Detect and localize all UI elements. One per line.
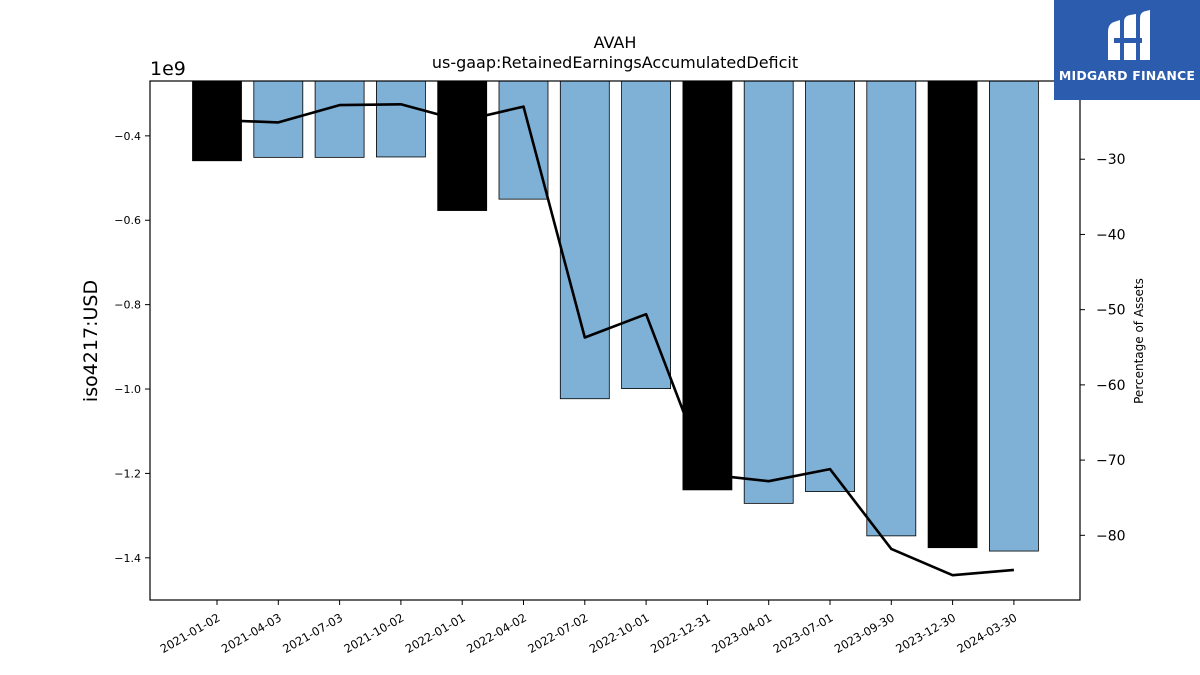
x-tick-label: 2021-10-02 [342,610,407,656]
plot-frame [149,80,1081,601]
x-tick-label: 2023-12-30 [893,610,958,656]
midgard-finance-logo: MIDGARD FINANCE [1054,0,1200,100]
bar-2023-12-30 [927,80,978,549]
x-tick-label: 2023-04-01 [709,610,774,656]
bar-2021-04-03 [253,80,304,158]
logo-text: MIDGARD FINANCE [1058,68,1196,83]
y-axis-label: iso4217:USD [80,280,102,402]
bar-2022-01-01 [437,80,488,211]
x-tick-label: 2022-10-01 [587,610,652,656]
chart-title: AVAH [594,33,637,52]
logo-mark-icon [1108,10,1150,60]
right-axis: −30 −40 −50 −60 −70 −80 [1080,152,1126,544]
x-tick-label: 2023-09-30 [832,610,897,656]
x-tick-label: 2022-01-01 [403,610,468,656]
right-tick-label: −50 [1096,303,1126,319]
left-tick-label: −1.2 [114,467,141,480]
right-tick-label: −40 [1096,227,1126,243]
right-tick-label: −30 [1096,152,1126,168]
y2-axis-label: Percentage of Assets [1132,278,1146,404]
bar-2021-07-03 [314,80,365,158]
x-tick-label: 2021-07-03 [280,610,345,656]
x-tick-label: 2022-07-02 [525,610,590,656]
right-tick-label: −70 [1096,453,1126,469]
x-axis: 2021-01-022021-04-032021-07-032021-10-02… [158,600,1020,656]
chart-subtitle: us-gaap:RetainedEarningsAccumulatedDefic… [432,53,798,72]
left-tick-label: −1.4 [114,552,141,565]
bar-2022-12-31 [682,80,733,491]
offset-label: 1e9 [150,58,186,80]
percentage-line-group [216,103,1015,577]
bar-2022-07-02 [559,80,610,400]
x-tick-label: 2022-04-02 [464,610,529,656]
right-tick-label: −60 [1096,378,1126,394]
bar-group [192,80,1039,552]
x-tick-label: 2023-07-01 [771,610,836,656]
x-tick-label: 2021-01-02 [158,610,223,656]
x-tick-label: 2022-12-31 [648,610,713,656]
bar-2024-03-30 [989,80,1039,552]
bar-2022-10-01 [621,80,671,390]
right-tick-label: −80 [1096,528,1126,544]
left-tick-label: −0.4 [114,130,141,143]
x-tick-label: 2024-03-30 [955,610,1020,656]
left-tick-label: −1.0 [114,383,141,396]
percentage-of-assets-line [216,103,1015,577]
left-axis: −0.4 −0.6 −0.8 −1.0 −1.2 −1.4 [114,130,150,565]
x-tick-label: 2021-04-03 [219,610,284,656]
bar-2023-04-01 [743,80,794,504]
bar-2022-04-02 [498,80,549,200]
bar-2023-07-01 [805,80,855,492]
bar-2021-10-02 [375,80,426,158]
left-tick-label: −0.8 [114,299,141,312]
left-tick-label: −0.6 [114,214,141,227]
bar-2023-09-30 [866,80,917,537]
